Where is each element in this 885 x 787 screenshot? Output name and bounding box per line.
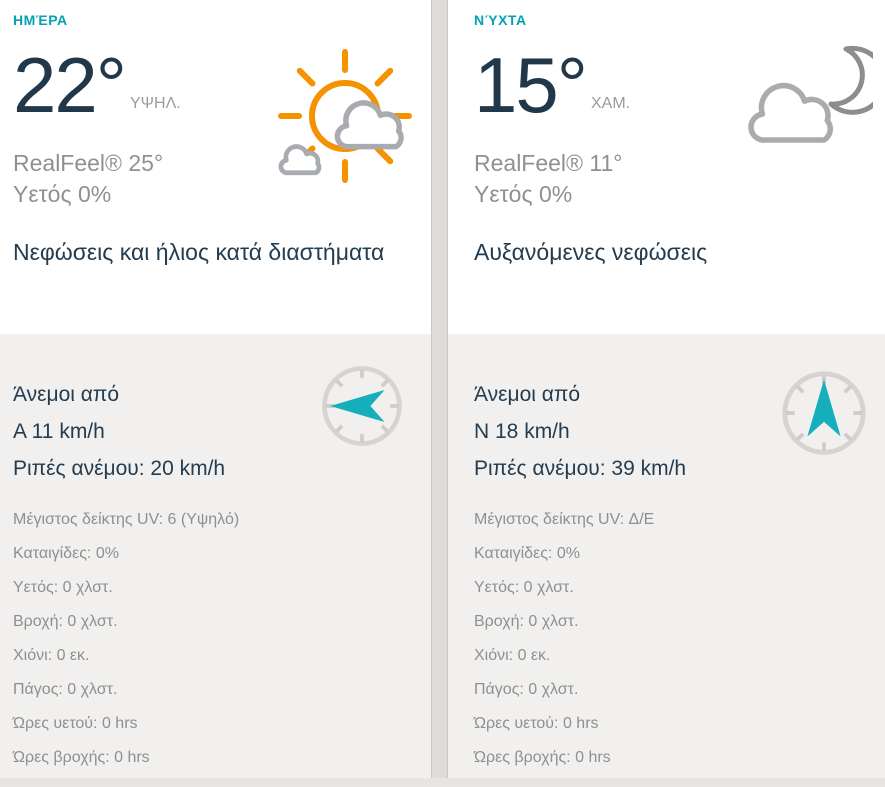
detail-row: Πάγος: 0 χλστ. [13, 681, 118, 698]
day-summary-section: ΗΜΈΡΑ 22 ° ΥΨΗΛ. RealFeel® 25° Υετός 0% Ν… [0, 0, 431, 334]
night-realfeel-block: RealFeel® 11° Υετός 0% [474, 148, 885, 210]
degree-symbol: ° [556, 41, 588, 129]
day-wind-speed: Α 11 km/h [13, 420, 105, 443]
night-panel: ΝΎΧΤΑ 15 ° ΧΑΜ. RealFeel® 11° Υετός 0% Αυ… [448, 0, 885, 787]
day-wind-heading: Άνεμοι από [13, 383, 120, 406]
detail-row: Καταιγίδες: 0% [13, 545, 119, 562]
day-temp-value: 22 [13, 41, 98, 129]
panel-divider [431, 0, 448, 787]
night-wind-block: Άνεμοι από Ν 18 km/h Ριπές ανέμου: 39 km… [474, 334, 885, 487]
wind-direction-arrow [807, 379, 841, 437]
day-realfeel-block: RealFeel® 25° Υετός 0% [13, 148, 431, 210]
detail-row: Βροχή: 0 χλστ. [474, 613, 579, 630]
day-wind-gusts: Ριπές ανέμου: 20 km/h [13, 457, 226, 480]
detail-row: Μέγιστος δείκτης UV: Δ/Ε [474, 511, 655, 528]
day-panel: ΗΜΈΡΑ 22 ° ΥΨΗΛ. RealFeel® 25° Υετός 0% Ν… [0, 0, 431, 787]
moon-behind-cloud-icon [748, 45, 873, 143]
night-temp-value: 15 [474, 41, 559, 129]
day-high-label: ΥΨΗΛ. [129, 95, 181, 112]
detail-row: Υετός: 0 χλστ. [13, 579, 113, 596]
day-condition-text: Νεφώσεις και ήλιος κατά διαστήματα [13, 239, 385, 265]
card-bottom-edge [0, 778, 885, 787]
day-wind-block: Άνεμοι από Α 11 km/h Ριπές ανέμου: 20 km… [13, 334, 431, 487]
detail-row: Μέγιστος δείκτης UV: 6 (Υψηλό) [13, 511, 240, 528]
day-period-label: ΗΜΈΡΑ [13, 12, 68, 28]
detail-row: Ώρες υετού: 0 hrs [474, 715, 599, 732]
detail-row: Ώρες βροχής: 0 hrs [474, 749, 611, 766]
wind-direction-arrow [330, 390, 385, 422]
day-precip-probability: Υετός 0% [13, 181, 112, 207]
compass-arrow-north-icon [782, 371, 866, 455]
night-wind-gusts: Ριπές ανέμου: 39 km/h [474, 457, 687, 480]
night-precip-probability: Υετός 0% [474, 181, 573, 207]
night-realfeel: RealFeel® 11° [474, 150, 623, 176]
day-detail-list: Μέγιστος δείκτης UV: 6 (Υψηλό) Καταιγίδε… [13, 503, 431, 775]
night-detail-list: Μέγιστος δείκτης UV: Δ/Ε Καταιγίδες: 0% … [474, 503, 885, 775]
night-low-label: ΧΑΜ. [590, 95, 631, 112]
night-period-label: ΝΎΧΤΑ [474, 12, 527, 28]
detail-row: Ώρες υετού: 0 hrs [13, 715, 138, 732]
night-wind-speed: Ν 18 km/h [474, 420, 570, 443]
night-details-section: Άνεμοι από Ν 18 km/h Ριπές ανέμου: 39 km… [448, 334, 885, 787]
night-wind-heading: Άνεμοι από [474, 383, 581, 406]
day-realfeel: RealFeel® 25° [13, 150, 164, 176]
detail-row: Καταιγίδες: 0% [474, 545, 580, 562]
detail-row: Χιόνι: 0 εκ. [13, 647, 90, 664]
sun-behind-clouds-icon [278, 49, 412, 183]
degree-symbol: ° [95, 41, 127, 129]
day-details-section: Άνεμοι από Α 11 km/h Ριπές ανέμου: 20 km… [0, 334, 431, 787]
detail-row: Πάγος: 0 χλστ. [474, 681, 579, 698]
detail-row: Ώρες βροχής: 0 hrs [13, 749, 150, 766]
night-condition-text: Αυξανόμενες νεφώσεις [474, 239, 708, 265]
detail-row: Βροχή: 0 χλστ. [13, 613, 118, 630]
day-temperature: 22 ° ΥΨΗΛ. [13, 42, 431, 124]
detail-row: Χιόνι: 0 εκ. [474, 647, 551, 664]
night-summary-section: ΝΎΧΤΑ 15 ° ΧΑΜ. RealFeel® 11° Υετός 0% Αυ… [448, 0, 885, 334]
compass-arrow-west-icon [322, 366, 402, 446]
night-temperature: 15 ° ΧΑΜ. [474, 42, 885, 124]
detail-row: Υετός: 0 χλστ. [474, 579, 574, 596]
